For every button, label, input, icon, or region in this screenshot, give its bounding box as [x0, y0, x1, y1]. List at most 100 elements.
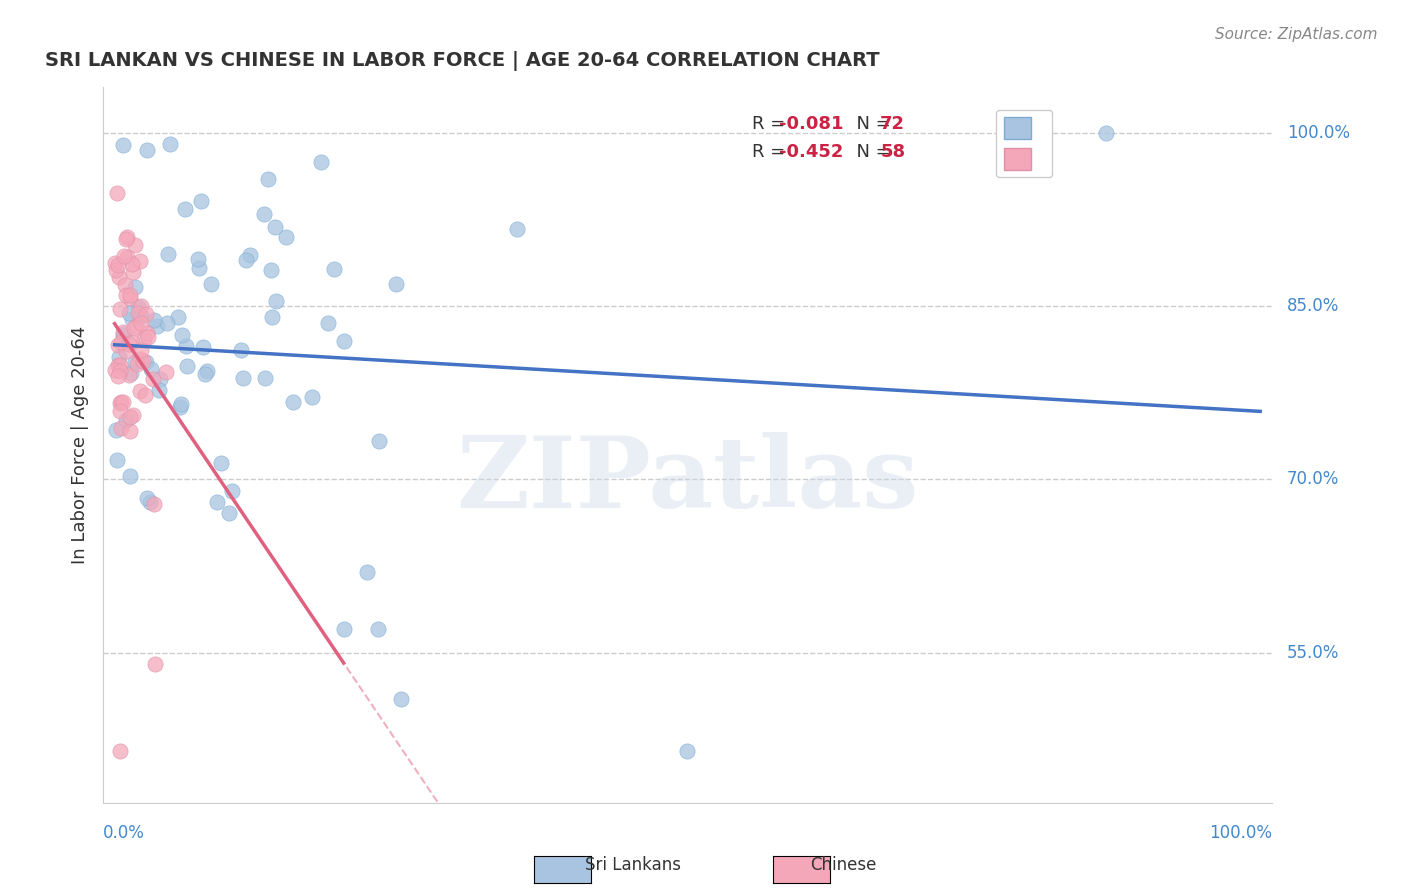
Sri Lankans — [118, 468, 141, 483]
Chinese — [108, 301, 131, 316]
Sri Lankans — [231, 343, 253, 357]
Chinese — [108, 358, 131, 372]
Sri Lankans — [190, 194, 212, 208]
Text: R =: R = — [752, 144, 790, 161]
Chinese — [142, 497, 165, 511]
Chinese — [155, 365, 177, 379]
Sri Lankans — [207, 495, 229, 509]
Chinese — [110, 744, 132, 758]
Sri Lankans — [148, 383, 170, 397]
Chinese — [124, 238, 146, 252]
Sri Lankans — [368, 434, 391, 449]
Chinese — [105, 186, 128, 201]
Chinese — [131, 353, 153, 368]
Sri Lankans — [281, 394, 304, 409]
Sri Lankans — [108, 350, 131, 364]
Chinese — [104, 363, 127, 377]
Chinese — [121, 258, 143, 272]
Chinese — [115, 343, 138, 358]
Sri Lankans — [200, 277, 222, 291]
Chinese — [112, 395, 135, 409]
Sri Lankans — [264, 219, 287, 234]
Sri Lankans — [112, 326, 135, 341]
Sri Lankans — [191, 340, 214, 354]
Sri Lankans — [124, 355, 146, 369]
Sri Lankans — [121, 312, 143, 326]
Sri Lankans — [120, 366, 142, 380]
Text: Chinese: Chinese — [810, 856, 877, 874]
Text: -0.452: -0.452 — [779, 144, 844, 161]
Chinese — [127, 357, 149, 371]
Chinese — [128, 384, 150, 398]
Sri Lankans — [367, 623, 389, 637]
Sri Lankans — [221, 483, 243, 498]
Sri Lankans — [146, 318, 169, 333]
Sri Lankans — [176, 359, 198, 374]
Chinese — [117, 337, 139, 351]
Sri Lankans — [252, 206, 274, 220]
Chinese — [110, 421, 132, 435]
Sri Lankans — [127, 300, 149, 314]
Chinese — [136, 326, 159, 340]
Chinese — [118, 410, 141, 425]
Sri Lankans — [166, 310, 188, 324]
Sri Lankans — [239, 248, 262, 262]
Sri Lankans — [129, 310, 152, 324]
Sri Lankans — [332, 334, 354, 349]
Chinese — [108, 396, 131, 410]
Sri Lankans — [218, 506, 240, 520]
Chinese — [142, 372, 165, 386]
Chinese — [122, 321, 145, 335]
Chinese — [135, 307, 157, 321]
Chinese — [107, 358, 129, 372]
Chinese — [115, 288, 138, 302]
Chinese — [129, 352, 152, 367]
Chinese — [111, 326, 134, 340]
Sri Lankans — [156, 317, 179, 331]
Chinese — [129, 299, 152, 313]
Sri Lankans — [114, 412, 136, 426]
Text: 70.0%: 70.0% — [1286, 470, 1340, 488]
Legend: , : , — [997, 110, 1052, 178]
Text: ZIPatlas: ZIPatlas — [456, 432, 918, 529]
Sri Lankans — [235, 252, 257, 267]
Sri Lankans — [157, 246, 180, 260]
Text: 55.0%: 55.0% — [1286, 643, 1340, 662]
Text: SRI LANKAN VS CHINESE IN LABOR FORCE | AGE 20-64 CORRELATION CHART: SRI LANKAN VS CHINESE IN LABOR FORCE | A… — [45, 51, 879, 70]
Sri Lankans — [262, 310, 284, 324]
Sri Lankans — [276, 229, 298, 244]
Sri Lankans — [1094, 126, 1116, 140]
Sri Lankans — [136, 491, 159, 506]
Chinese — [118, 368, 141, 382]
Sri Lankans — [124, 280, 146, 294]
Sri Lankans — [384, 277, 406, 291]
Chinese — [112, 248, 135, 262]
Text: N =: N = — [845, 144, 897, 161]
Sri Lankans — [332, 623, 354, 637]
Sri Lankans — [112, 328, 135, 343]
Sri Lankans — [209, 456, 232, 470]
Chinese — [136, 330, 159, 344]
Sri Lankans — [264, 293, 287, 308]
Y-axis label: In Labor Force | Age 20-64: In Labor Force | Age 20-64 — [72, 326, 89, 564]
Sri Lankans — [187, 252, 209, 267]
Sri Lankans — [195, 364, 218, 378]
Sri Lankans — [257, 171, 280, 186]
Chinese — [115, 230, 138, 244]
Sri Lankans — [187, 260, 209, 275]
Text: 100.0%: 100.0% — [1209, 824, 1271, 842]
Text: 58: 58 — [880, 144, 905, 161]
Chinese — [110, 334, 132, 349]
Sri Lankans — [169, 396, 191, 410]
Chinese — [128, 306, 150, 320]
Chinese — [108, 404, 131, 418]
Chinese — [121, 265, 143, 279]
Sri Lankans — [356, 565, 378, 579]
Sri Lankans — [139, 495, 162, 509]
Sri Lankans — [172, 328, 194, 343]
Chinese — [104, 256, 127, 270]
Chinese — [108, 269, 131, 284]
Sri Lankans — [676, 744, 699, 758]
Sri Lankans — [309, 154, 332, 169]
Chinese — [107, 369, 129, 384]
